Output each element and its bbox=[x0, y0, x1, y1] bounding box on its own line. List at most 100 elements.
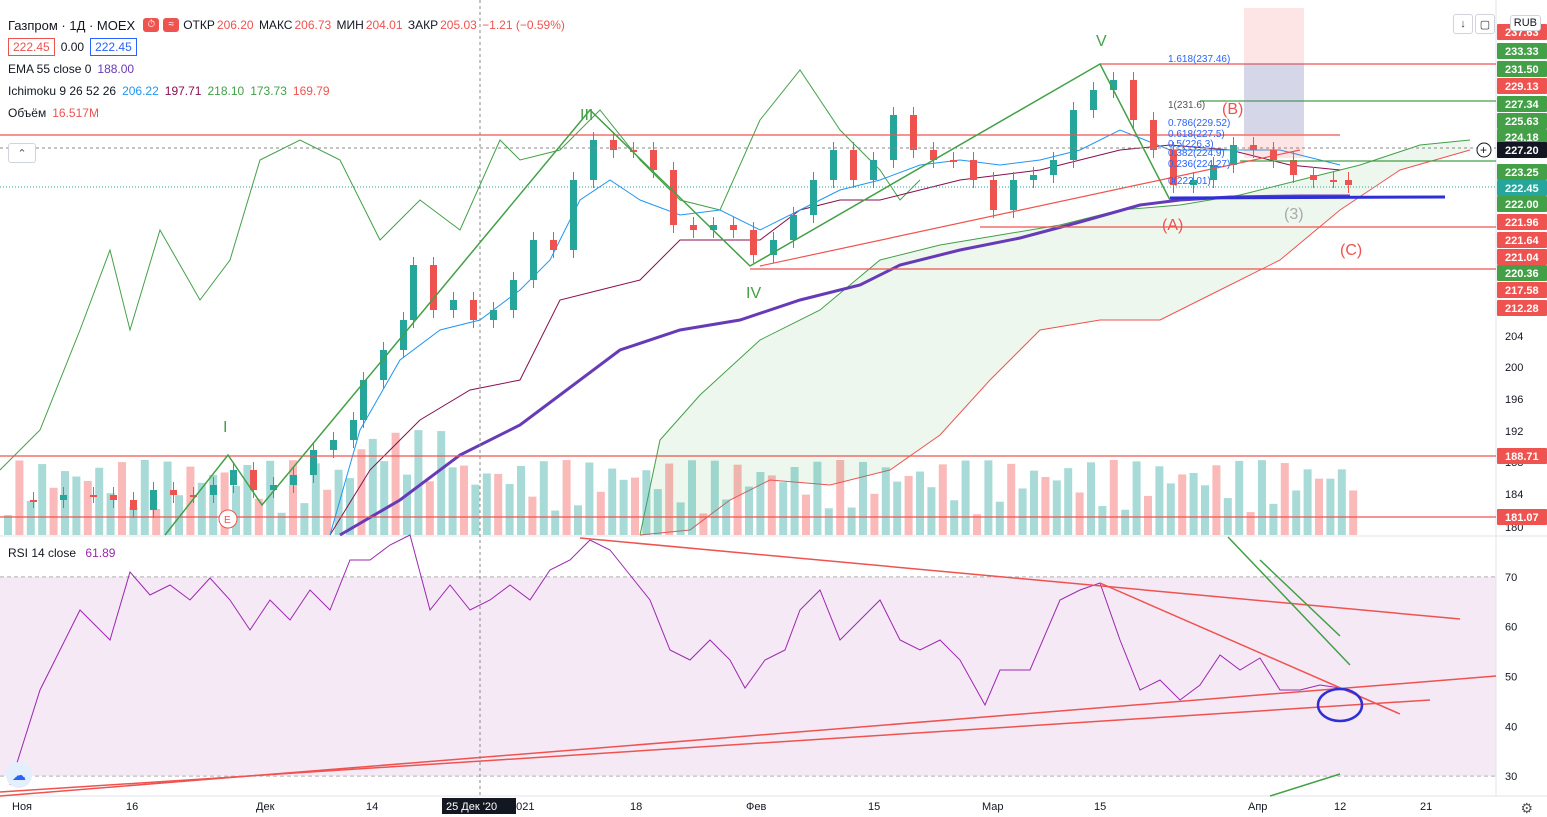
volume-bar bbox=[1280, 463, 1289, 535]
volume-bar bbox=[494, 473, 503, 535]
volume-bar bbox=[665, 463, 674, 535]
price-label-box bbox=[1497, 96, 1547, 112]
senkou-b-line bbox=[639, 149, 1471, 536]
volume-bar bbox=[26, 500, 35, 535]
volume-bar bbox=[767, 475, 776, 535]
sell-button[interactable]: 222.45 bbox=[8, 38, 55, 56]
fib-label: 0.618(227.5) bbox=[1168, 129, 1225, 140]
volume-bar bbox=[528, 496, 537, 535]
candle bbox=[60, 495, 67, 500]
currency-badge[interactable]: RUB bbox=[1509, 15, 1541, 31]
volume-bar bbox=[1201, 485, 1209, 535]
ema-legend[interactable]: EMA 55 close 0 188.00 bbox=[8, 62, 135, 76]
volume-bar bbox=[1098, 506, 1107, 535]
volume-bar bbox=[802, 494, 810, 535]
volume-bar bbox=[243, 464, 252, 535]
candle bbox=[1250, 145, 1257, 150]
maximize-button[interactable]: ▢ bbox=[1475, 14, 1495, 34]
earnings-icon-label: E bbox=[224, 515, 231, 526]
y-tick-label: 192 bbox=[1505, 426, 1523, 438]
volume-bar bbox=[1030, 470, 1038, 535]
buy-button[interactable]: 222.45 bbox=[90, 38, 137, 56]
volume-bar bbox=[83, 481, 92, 535]
rsi-tick-label: 30 bbox=[1505, 771, 1517, 783]
price-label-box bbox=[1497, 61, 1547, 77]
wave-label: (B) bbox=[1222, 101, 1243, 118]
highlight-circle bbox=[1316, 687, 1364, 723]
wave-label: V bbox=[1096, 33, 1107, 50]
tradingview-logo-icon[interactable]: ☁ bbox=[6, 762, 32, 788]
price-label-box bbox=[1497, 142, 1547, 158]
rsi-band bbox=[0, 576, 1496, 777]
rsi-line bbox=[9, 534, 1341, 786]
price-label-box bbox=[1497, 78, 1547, 94]
candle bbox=[870, 160, 877, 180]
volume-bar bbox=[893, 481, 902, 535]
y-tick-label: 184 bbox=[1505, 489, 1523, 501]
candle bbox=[970, 160, 977, 180]
volume-legend[interactable]: Объём 16.517M bbox=[8, 106, 99, 120]
candle bbox=[1090, 90, 1097, 110]
volume-bar bbox=[699, 513, 708, 535]
y-tick-label: 200 bbox=[1505, 362, 1523, 374]
volume-bar bbox=[1258, 460, 1266, 535]
ichimoku-legend[interactable]: Ichimoku 9 26 52 26 206.22 197.71 218.10… bbox=[8, 84, 330, 98]
x-tick-label: 2021 bbox=[510, 801, 534, 813]
volume-bar bbox=[334, 469, 343, 535]
rsi-legend[interactable]: RSI 14 close 61.89 bbox=[8, 546, 116, 560]
candle bbox=[1170, 150, 1177, 185]
collapse-legend-button[interactable]: ⌃ bbox=[8, 143, 36, 163]
fib-label: 1(231.6) bbox=[1168, 100, 1205, 111]
candle bbox=[830, 150, 837, 180]
y-tick-label: 204 bbox=[1505, 331, 1523, 343]
ichimoku-cloud bbox=[640, 140, 1470, 535]
candle bbox=[130, 500, 137, 510]
candle bbox=[510, 280, 517, 310]
volume-bar bbox=[1018, 488, 1027, 535]
volume-bar bbox=[1064, 468, 1073, 535]
volume-bar bbox=[175, 495, 183, 535]
volume-bar bbox=[950, 500, 959, 535]
candle bbox=[170, 490, 177, 495]
volume-bar bbox=[323, 489, 332, 535]
gear-icon[interactable]: ⚙ bbox=[1520, 800, 1533, 816]
rsi-tick-label: 60 bbox=[1505, 622, 1517, 634]
candle bbox=[650, 150, 657, 170]
volume-bar bbox=[277, 512, 286, 535]
rsi-green-line-2 bbox=[1259, 559, 1341, 637]
chevron-up-icon: ⌃ bbox=[17, 147, 27, 160]
candle bbox=[1345, 180, 1352, 185]
candle bbox=[350, 420, 357, 440]
compare-icon[interactable]: ≈ bbox=[163, 18, 180, 32]
price-label: 220.36 bbox=[1505, 268, 1539, 280]
candle bbox=[1270, 150, 1277, 160]
volume-bar bbox=[482, 473, 491, 535]
timer-icon[interactable]: ⏱ bbox=[143, 18, 160, 32]
volume-bar bbox=[289, 460, 297, 535]
volume-bar bbox=[38, 464, 47, 535]
symbol-title[interactable]: Газпром · 1Д · MOEX bbox=[8, 17, 136, 33]
trend-line bbox=[759, 149, 1301, 267]
volume-bar bbox=[1189, 472, 1198, 535]
volume-bar bbox=[1235, 460, 1244, 535]
volume-bar bbox=[1212, 465, 1221, 535]
target-zone-red bbox=[1244, 8, 1304, 158]
x-tick-label: 16 bbox=[126, 801, 138, 813]
volume-bar bbox=[106, 493, 115, 535]
volume-bar bbox=[357, 449, 366, 535]
price-label: 227.20 bbox=[1505, 145, 1539, 157]
volume-bar bbox=[836, 460, 845, 535]
candle bbox=[1230, 145, 1237, 165]
volume-bar bbox=[653, 489, 662, 535]
price-label: 221.64 bbox=[1505, 235, 1540, 247]
arrow-down-button[interactable]: ↓ bbox=[1453, 14, 1473, 34]
candle bbox=[990, 180, 997, 210]
volume-bar bbox=[1337, 469, 1346, 535]
fib-label: 1.618(237.46) bbox=[1168, 54, 1230, 65]
wave-label: (A) bbox=[1162, 217, 1183, 234]
price-label-box bbox=[1497, 509, 1547, 525]
volume-bar bbox=[368, 438, 377, 535]
volume-bar bbox=[49, 487, 58, 535]
volume-bar bbox=[619, 479, 628, 535]
